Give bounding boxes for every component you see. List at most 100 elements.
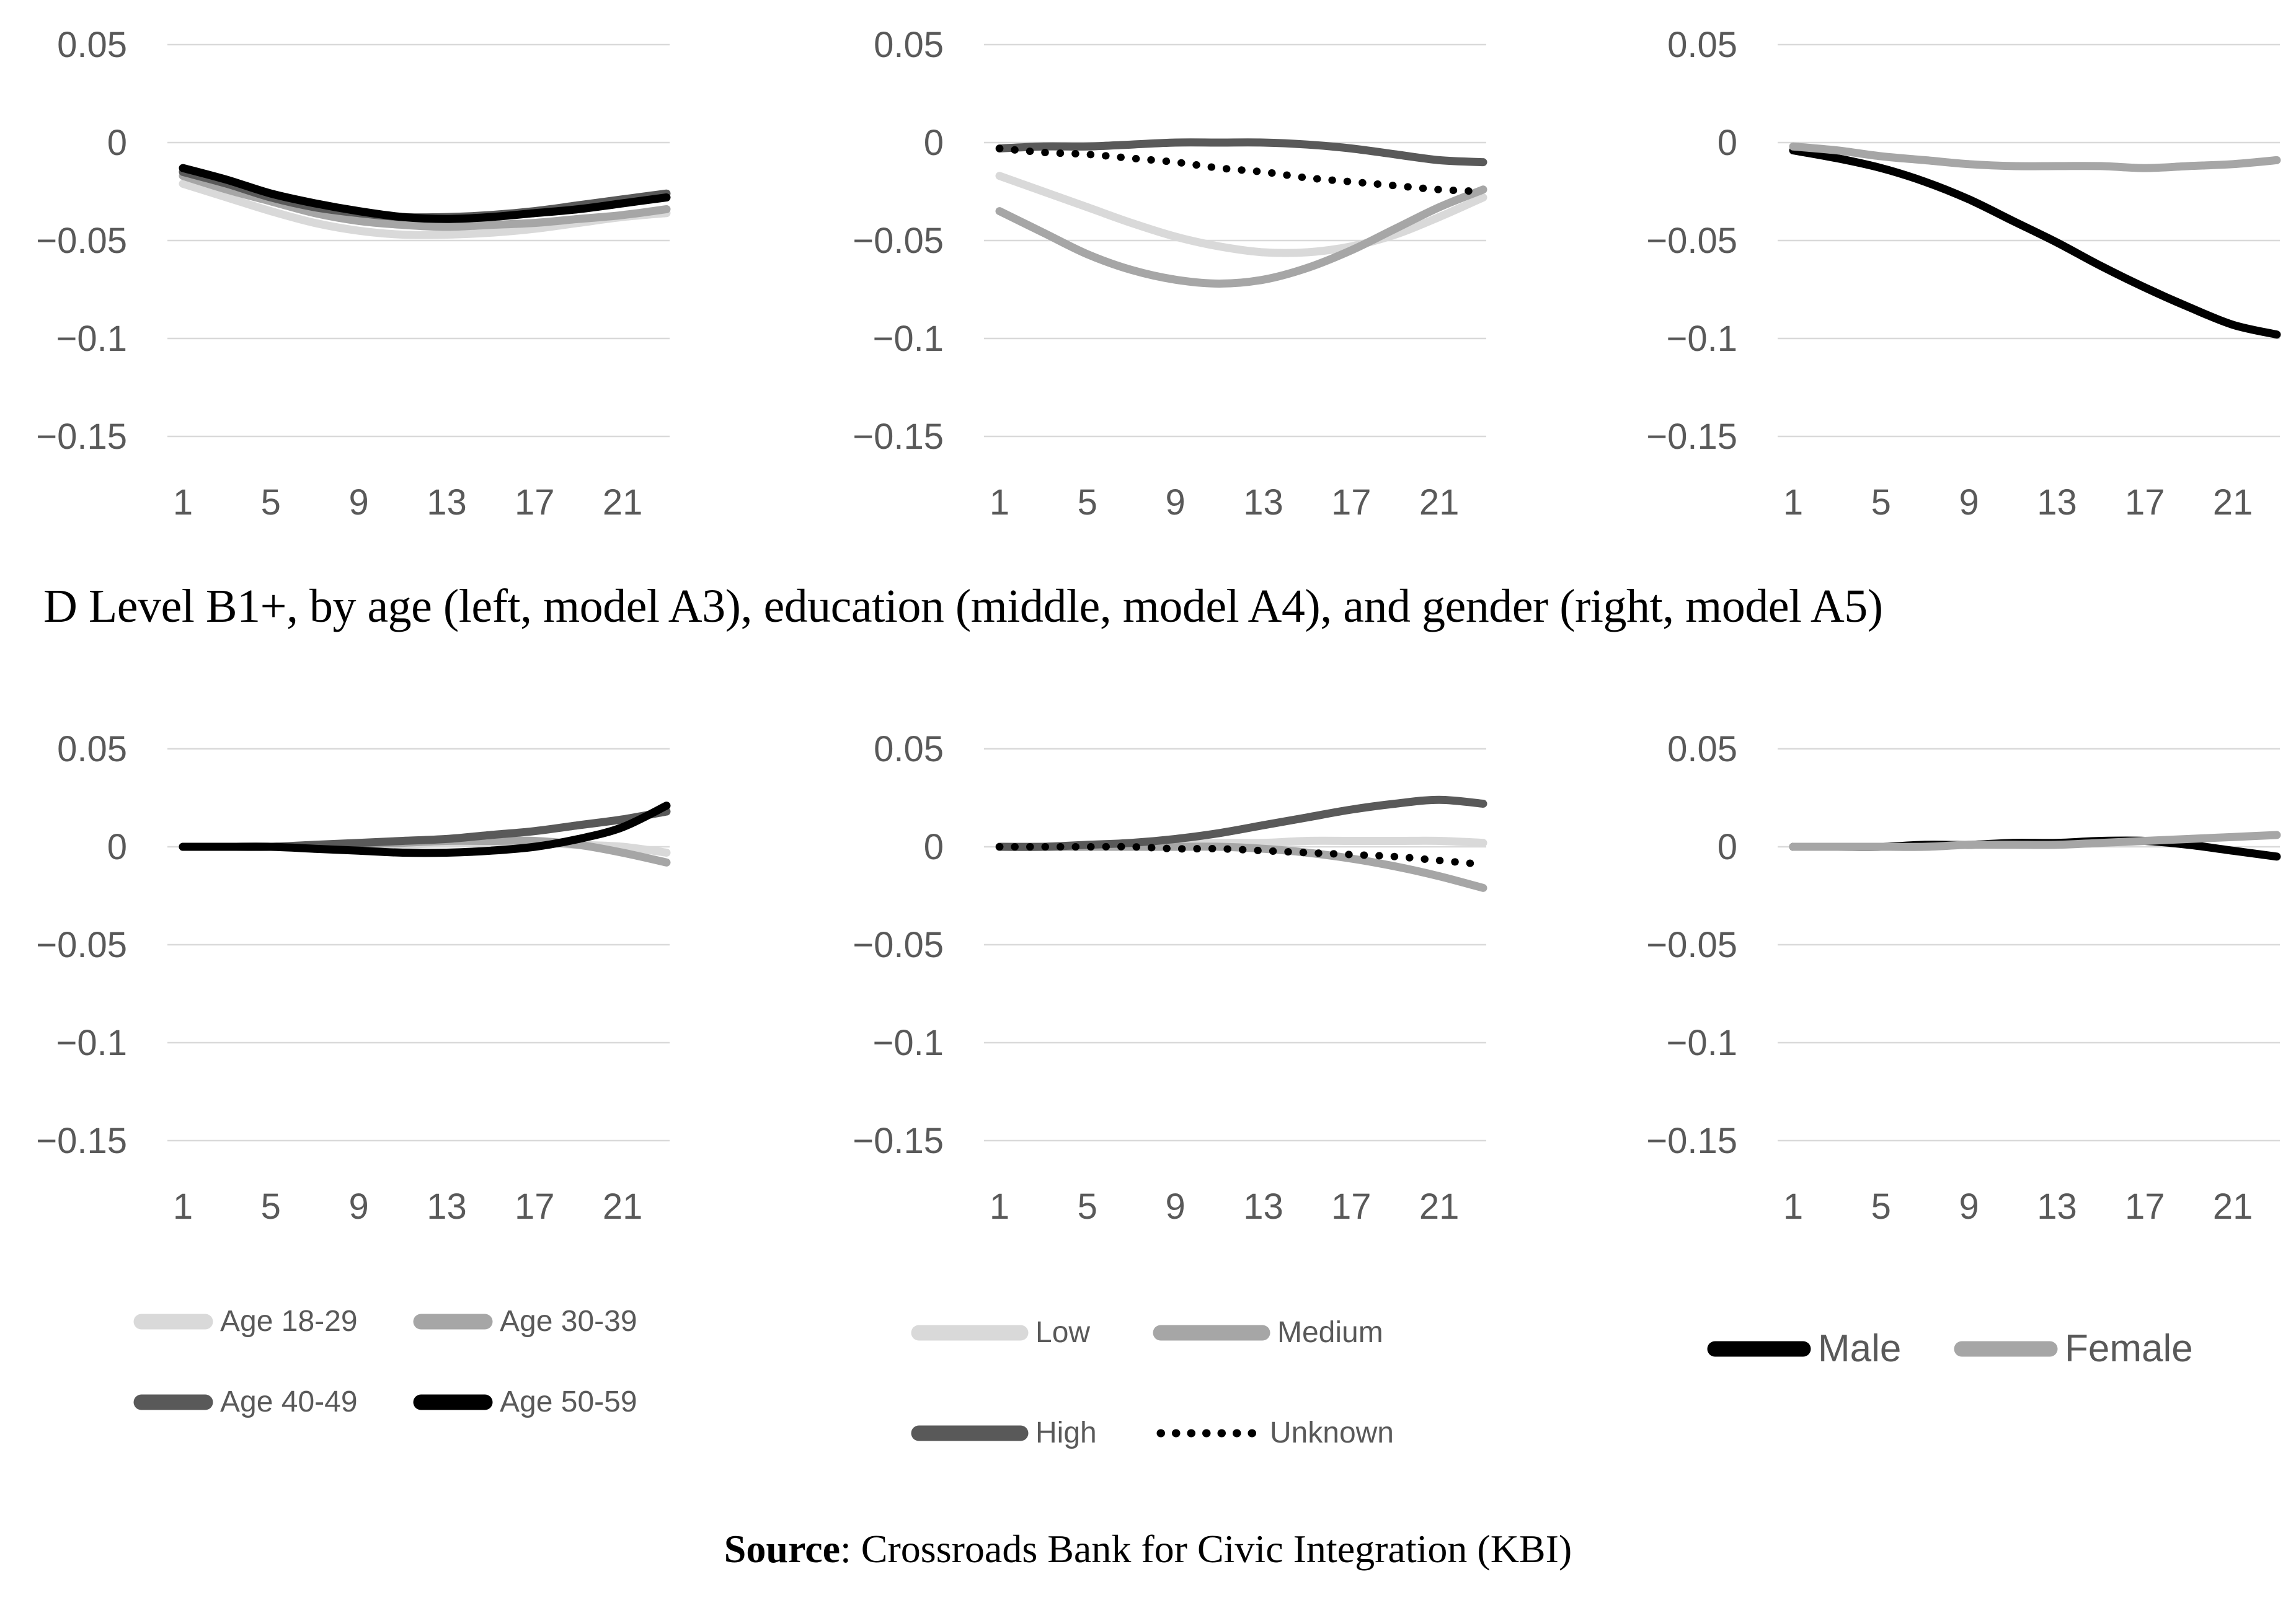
y-tick-label: −0.05 — [853, 221, 944, 261]
legend-label: Age 40-49 — [220, 1385, 358, 1418]
y-tick-label: −0.05 — [36, 925, 127, 965]
series-line-medium — [995, 185, 1487, 288]
series-line-age-50-59 — [179, 164, 671, 223]
y-tick-label: 0 — [107, 123, 127, 163]
x-tick-label: 13 — [427, 482, 467, 523]
legend-label: Male — [1818, 1327, 1902, 1370]
legend-item-high: High — [910, 1416, 1152, 1450]
legend-label: Age 30-39 — [500, 1305, 637, 1338]
x-tick-label: 13 — [427, 1187, 467, 1227]
legend-label: High — [1035, 1416, 1097, 1449]
x-tick-label: 1 — [1783, 1187, 1803, 1227]
source-label: Source — [724, 1527, 841, 1571]
x-tick-label: 13 — [2037, 482, 2077, 523]
x-tick-label: 21 — [603, 1187, 643, 1227]
y-tick-label: −0.05 — [1646, 221, 1737, 261]
legend-row: Low Medium — [910, 1315, 1394, 1350]
x-tick-label: 21 — [2213, 1187, 2253, 1227]
legend-swatch-icon — [133, 1314, 213, 1329]
x-tick-label: 21 — [603, 482, 643, 523]
y-tick-label: −0.05 — [1646, 925, 1737, 965]
x-tick-label: 5 — [1871, 482, 1891, 523]
x-tick-label: 13 — [1243, 482, 1283, 523]
x-tick-label: 9 — [1166, 1187, 1186, 1227]
y-tick-label: −0.1 — [56, 319, 128, 359]
x-tick-label: 5 — [1078, 1187, 1097, 1227]
chart-a2-education: 0.05 0 −0.05 −0.1 −0.15 1 5 9 13 17 21 — [853, 25, 1487, 523]
x-tick-label: 9 — [1959, 482, 1979, 523]
legend-item-male: Male — [1706, 1327, 1953, 1371]
y-tick-label: −0.15 — [36, 417, 127, 457]
gridlines — [1778, 748, 2280, 1142]
series-line-high — [995, 795, 1487, 851]
series-line-low — [995, 172, 1487, 257]
gridlines — [1778, 43, 2280, 438]
x-tick-label: 21 — [2213, 482, 2253, 523]
y-tick-label: 0 — [107, 827, 127, 867]
x-tick-label: 5 — [1078, 482, 1097, 523]
y-tick-label: 0.05 — [57, 25, 127, 65]
legend-swatch-icon — [1954, 1341, 2058, 1356]
gridlines — [167, 43, 670, 438]
chart-b1-education: 0.05 0 −0.05 −0.1 −0.15 1 5 9 13 17 21 — [853, 729, 1487, 1227]
legend-row: High Unknown — [910, 1416, 1394, 1450]
legend-swatch-icon — [413, 1394, 493, 1410]
y-tick-label: −0.05 — [36, 221, 127, 261]
chart-b1-age: 0.05 0 −0.05 −0.1 −0.15 1 5 9 13 17 21 — [36, 729, 671, 1227]
y-tick-label: −0.1 — [873, 319, 944, 359]
legend-swatch-icon — [911, 1325, 1029, 1340]
legend-swatch-icon — [1156, 1429, 1264, 1437]
legend-item-unknown: Unknown — [1152, 1416, 1394, 1450]
legend-item-age-40-49: Age 40-49 — [133, 1385, 412, 1419]
x-tick-label: 5 — [261, 482, 281, 523]
x-tick-label: 9 — [349, 1187, 369, 1227]
legend-swatch-icon — [911, 1425, 1029, 1441]
y-tick-label: −0.1 — [56, 1023, 128, 1063]
series-line-unknown — [996, 144, 1487, 195]
x-tick-label: 1 — [173, 1187, 193, 1227]
x-tick-label: 9 — [349, 482, 369, 523]
series-line-age-50-59 — [179, 802, 671, 857]
series-line-female — [1789, 831, 2281, 851]
y-tick-label: −0.1 — [1667, 319, 1738, 359]
chart-a2-gender: 0.05 0 −0.05 −0.1 −0.15 1 5 9 13 17 21 — [1646, 25, 2281, 523]
legend-swatch-icon — [413, 1314, 493, 1329]
x-tick-label: 17 — [1331, 1187, 1372, 1227]
x-tick-label: 1 — [990, 482, 1009, 523]
legend-label: Low — [1035, 1316, 1091, 1349]
legend-row: Male Female — [1706, 1327, 2200, 1371]
legend-label: Female — [2065, 1327, 2193, 1370]
legend-row: Age 40-49 Age 50-59 — [133, 1385, 692, 1419]
y-tick-label: 0 — [1718, 123, 1737, 163]
y-tick-label: 0 — [1718, 827, 1737, 867]
x-tick-label: 5 — [261, 1187, 281, 1227]
y-tick-label: −0.15 — [853, 417, 944, 457]
legend-swatch-icon — [133, 1394, 213, 1410]
x-tick-label: 5 — [1871, 1187, 1891, 1227]
x-tick-label: 13 — [2037, 1187, 2077, 1227]
x-tick-label: 1 — [990, 1187, 1009, 1227]
legend-item-female: Female — [1953, 1327, 2200, 1371]
x-tick-label: 13 — [1243, 1187, 1283, 1227]
x-tick-label: 1 — [173, 482, 193, 523]
legend-label: Age 18-29 — [220, 1305, 358, 1338]
legend-item-age-50-59: Age 50-59 — [412, 1385, 692, 1419]
y-tick-label: 0.05 — [57, 729, 127, 769]
y-tick-label: 0.05 — [874, 729, 944, 769]
y-tick-label: −0.1 — [873, 1023, 944, 1063]
legend-label: Age 50-59 — [500, 1385, 637, 1418]
series-line-high — [995, 138, 1487, 167]
y-tick-label: −0.15 — [853, 1121, 944, 1161]
y-tick-label: 0.05 — [874, 25, 944, 65]
panel-title: D Level B1+, by age (left, model A3), ed… — [43, 580, 1883, 632]
y-tick-label: −0.1 — [1667, 1023, 1738, 1063]
x-tick-label: 21 — [1419, 482, 1460, 523]
x-tick-label: 17 — [2125, 1187, 2165, 1227]
legend-item-low: Low — [910, 1315, 1152, 1350]
x-tick-label: 17 — [515, 482, 555, 523]
legend-label: Unknown — [1269, 1416, 1394, 1449]
y-tick-label: −0.05 — [853, 925, 944, 965]
gridlines — [984, 748, 1486, 1142]
x-tick-label: 21 — [1419, 1187, 1460, 1227]
